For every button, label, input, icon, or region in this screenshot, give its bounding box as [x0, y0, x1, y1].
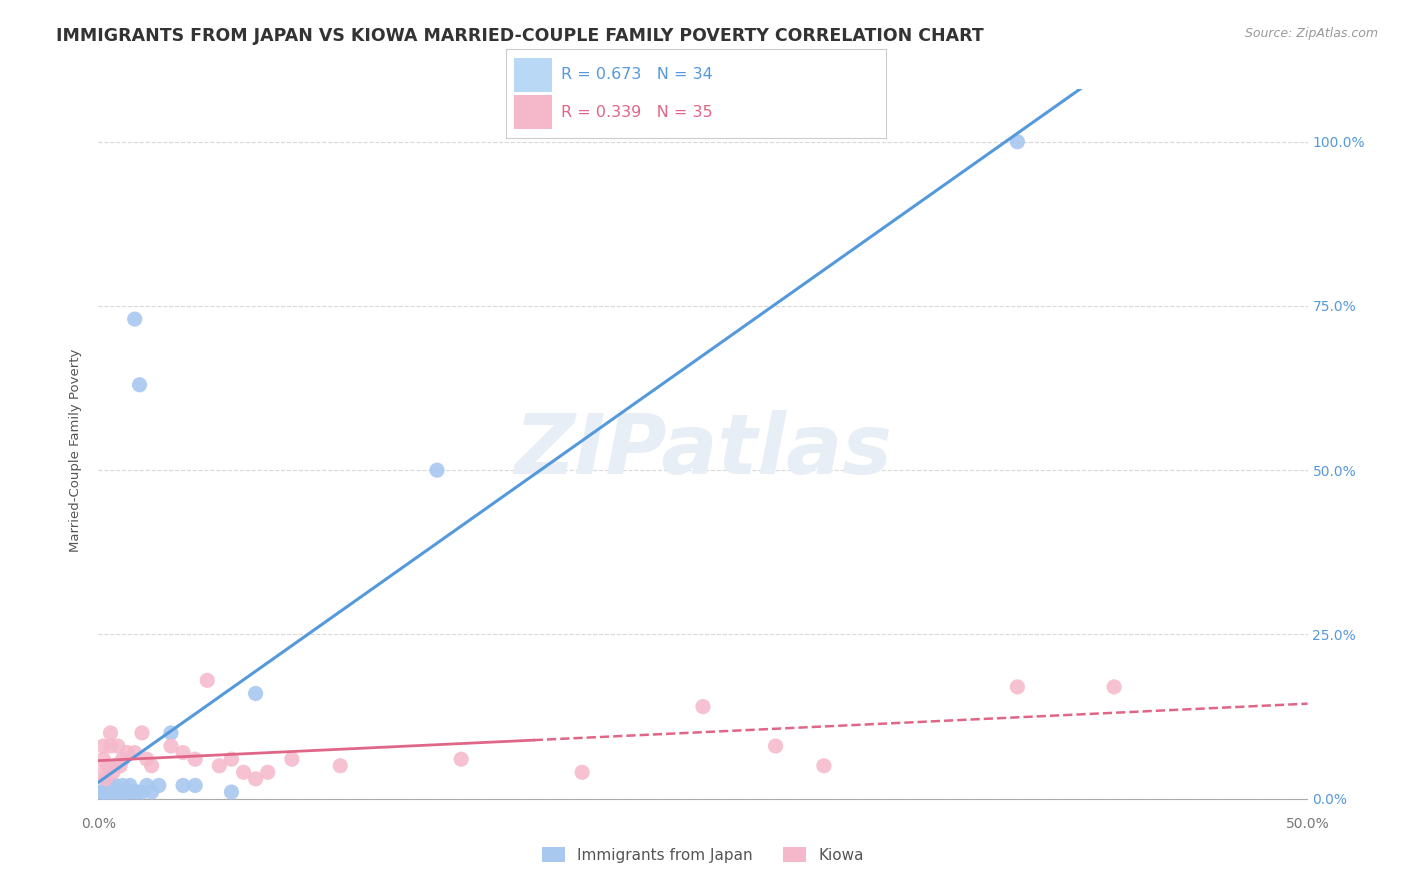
Point [141, 758, 163, 772]
Point [94, 785, 117, 799]
Text: Source: ZipAtlas.com: Source: ZipAtlas.com [1244, 27, 1378, 40]
Text: ZIPatlas: ZIPatlas [515, 410, 891, 491]
Point [692, 699, 714, 714]
Point [329, 758, 352, 772]
Point [121, 785, 143, 799]
Point [111, 785, 134, 799]
Point [148, 779, 170, 793]
Point [91, 752, 114, 766]
Point [97, 785, 120, 799]
Point [131, 785, 153, 799]
Point [184, 779, 207, 793]
Point [160, 726, 183, 740]
Point [281, 752, 304, 766]
Point [813, 758, 835, 772]
Point [135, 752, 157, 766]
Point [245, 772, 267, 786]
Bar [513, 58, 551, 92]
Point [128, 377, 150, 392]
Point [90, 785, 112, 799]
Point [111, 752, 134, 766]
Point [108, 758, 131, 772]
Text: R = 0.339   N = 35: R = 0.339 N = 35 [561, 105, 713, 120]
Point [107, 739, 129, 753]
Point [131, 726, 153, 740]
Point [221, 752, 243, 766]
Point [426, 463, 449, 477]
Point [160, 739, 183, 753]
Point [571, 765, 593, 780]
Point [221, 785, 243, 799]
Point [91, 739, 114, 753]
Point [117, 746, 139, 760]
Point [124, 312, 146, 326]
Point [94, 772, 117, 786]
Point [127, 785, 149, 799]
Point [195, 673, 218, 688]
Point [1007, 680, 1029, 694]
Point [172, 779, 194, 793]
Point [101, 765, 124, 780]
Point [108, 781, 131, 796]
Point [118, 779, 141, 793]
Point [90, 765, 112, 780]
Point [111, 779, 134, 793]
Point [117, 785, 139, 799]
Point [94, 781, 117, 796]
Point [104, 758, 127, 772]
Text: IMMIGRANTS FROM JAPAN VS KIOWA MARRIED-COUPLE FAMILY POVERTY CORRELATION CHART: IMMIGRANTS FROM JAPAN VS KIOWA MARRIED-C… [56, 27, 984, 45]
Text: R = 0.673   N = 34: R = 0.673 N = 34 [561, 68, 713, 82]
Point [107, 785, 129, 799]
Point [100, 785, 122, 799]
Legend: Immigrants from Japan, Kiowa: Immigrants from Japan, Kiowa [536, 841, 870, 869]
Point [100, 726, 122, 740]
Point [172, 746, 194, 760]
Point [256, 765, 278, 780]
Point [232, 765, 254, 780]
Point [765, 739, 787, 753]
Point [100, 779, 122, 793]
Point [208, 758, 231, 772]
Point [114, 785, 136, 799]
Point [101, 785, 124, 799]
Point [91, 785, 114, 799]
Point [104, 785, 127, 799]
Point [104, 779, 127, 793]
Point [1102, 680, 1125, 694]
Bar [513, 95, 551, 129]
Point [450, 752, 472, 766]
Point [184, 752, 207, 766]
Point [141, 785, 163, 799]
Y-axis label: Married-Couple Family Poverty: Married-Couple Family Poverty [69, 349, 83, 552]
Point [135, 779, 157, 793]
Point [108, 785, 131, 799]
Point [1007, 135, 1029, 149]
Point [97, 758, 120, 772]
Point [97, 779, 120, 793]
Point [124, 746, 146, 760]
Point [245, 686, 267, 700]
Point [100, 739, 122, 753]
